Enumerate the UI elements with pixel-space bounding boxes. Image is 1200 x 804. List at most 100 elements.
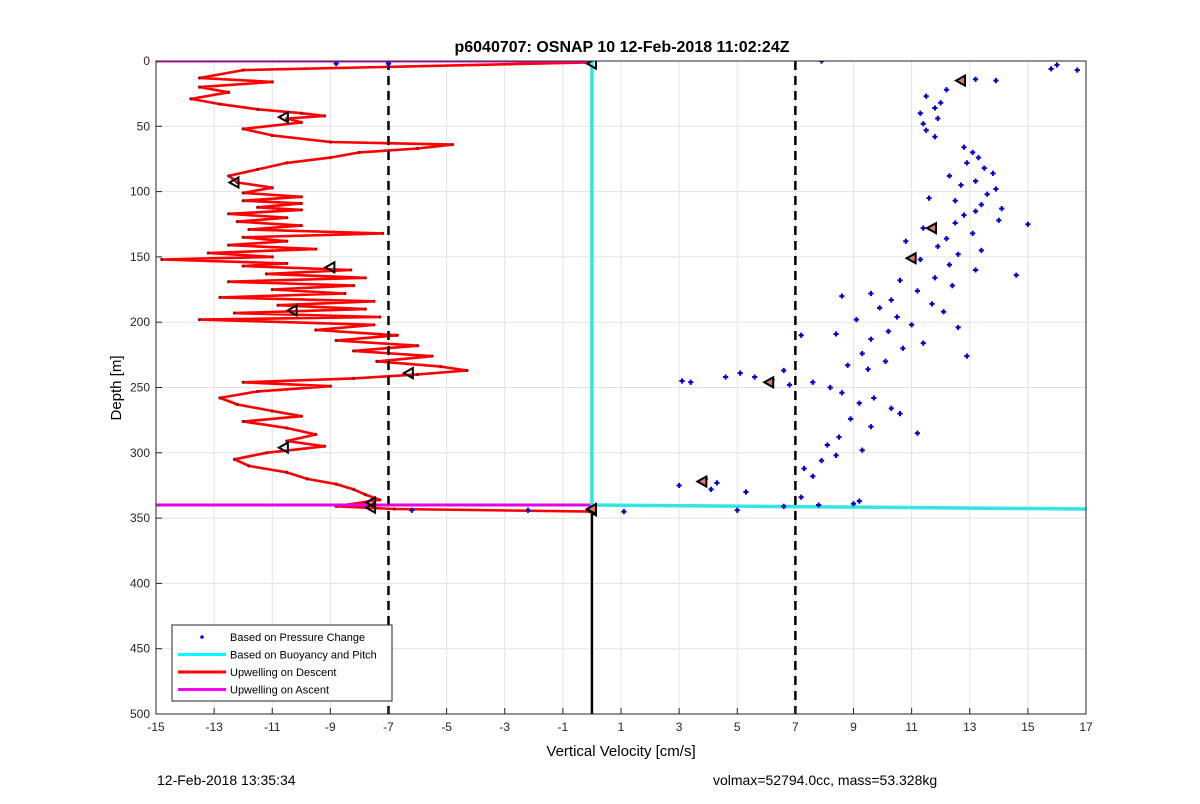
descent-point <box>343 291 347 296</box>
descent-point <box>232 311 237 315</box>
y-tick-label: 300 <box>130 446 150 460</box>
pressure-point <box>839 390 845 396</box>
pressure-point <box>1074 67 1080 73</box>
pressure-point <box>978 247 984 253</box>
descent-point <box>378 315 382 319</box>
descent-point <box>247 227 251 232</box>
pressure-point <box>943 87 950 93</box>
pressure-point <box>708 486 714 492</box>
descent-point <box>235 220 239 224</box>
descent-point <box>334 338 338 343</box>
pressure-point <box>836 434 842 440</box>
pressure-point <box>688 379 694 385</box>
descent-point <box>256 389 260 394</box>
y-tick-label: 100 <box>130 185 150 199</box>
x-tick-label: 17 <box>1079 720 1093 734</box>
y-tick-label: 400 <box>130 576 150 590</box>
descent-marker <box>227 175 240 190</box>
descent-point <box>241 380 245 384</box>
pressure-point <box>743 489 749 495</box>
descent-point <box>363 307 367 311</box>
pressure-point <box>786 382 793 388</box>
pressure-point <box>1013 272 1019 278</box>
pressure-point <box>781 367 787 374</box>
y-tick-label: 0 <box>143 54 150 68</box>
descent-point <box>264 272 269 276</box>
pressure-point <box>961 212 967 218</box>
descent-point <box>363 492 367 497</box>
y-tick-label: 500 <box>130 707 150 721</box>
descent-point <box>285 470 289 474</box>
pressure-point <box>868 336 874 342</box>
x-tick-label: -3 <box>499 720 510 734</box>
pressure-point <box>964 353 970 359</box>
descent-point <box>227 243 231 247</box>
pressure-point <box>833 452 839 459</box>
pressure-point <box>958 182 964 188</box>
pressure-point <box>955 251 961 257</box>
descent-point <box>328 156 332 160</box>
descent-marker <box>285 303 298 318</box>
descent-point <box>450 142 455 147</box>
descent-point <box>415 146 420 151</box>
pressure-point <box>865 366 871 372</box>
pressure-point <box>827 384 833 391</box>
descent-point <box>256 107 260 111</box>
pressure-point <box>752 374 758 380</box>
descent-point <box>285 261 289 266</box>
descent-point <box>206 251 210 255</box>
descent-point <box>372 323 376 327</box>
descent-point <box>227 280 231 284</box>
pressure-marker <box>953 73 967 88</box>
pressure-point <box>932 275 938 281</box>
pressure-point <box>972 76 979 82</box>
descent-point <box>314 328 318 332</box>
descent-point <box>285 161 289 165</box>
pressure-point <box>882 358 889 364</box>
pressure-point <box>734 507 740 513</box>
pressure-point <box>859 350 865 357</box>
descent-point <box>375 359 379 363</box>
descent-marker <box>323 260 336 275</box>
pressure-point <box>914 288 921 294</box>
descent-point <box>270 133 274 138</box>
descent-point <box>349 268 353 272</box>
descent-point <box>328 140 332 144</box>
descent-point <box>197 317 202 322</box>
x-tick-label: -1 <box>558 720 569 734</box>
pressure-point <box>818 61 825 64</box>
x-tick-label: -5 <box>441 720 452 734</box>
pressure-point <box>920 121 926 127</box>
descent-point <box>227 212 231 216</box>
pressure-point <box>999 205 1005 212</box>
pressure-point <box>978 202 984 208</box>
pressure-point <box>856 400 862 406</box>
pressure-point <box>621 508 627 515</box>
descent-marker <box>276 110 289 124</box>
descent-point <box>395 333 399 337</box>
pressure-point <box>839 293 845 299</box>
pressure-point <box>885 328 891 334</box>
x-tick-label: 9 <box>850 720 857 734</box>
y-tick-label: 450 <box>130 642 150 656</box>
descent-point <box>270 186 274 190</box>
pressure-point <box>723 374 729 380</box>
pressure-point <box>932 134 938 140</box>
pressure-point <box>845 362 851 368</box>
y-tick-label: 150 <box>130 250 150 264</box>
descent-point <box>256 205 260 209</box>
pressure-point <box>972 267 979 273</box>
descent-point <box>241 191 245 195</box>
descent-marker <box>364 500 377 515</box>
descent-point <box>439 365 443 369</box>
pressure-point <box>975 155 982 161</box>
pressure-point <box>935 115 941 122</box>
descent-point <box>218 295 222 299</box>
x-tick-label: 7 <box>792 720 799 734</box>
pressure-point <box>917 256 923 263</box>
pressure-point <box>868 290 874 297</box>
pressure-point <box>946 173 953 179</box>
pressure-point <box>923 93 929 99</box>
x-tick-label: -9 <box>325 720 336 734</box>
buoyancy-line <box>590 61 1086 511</box>
